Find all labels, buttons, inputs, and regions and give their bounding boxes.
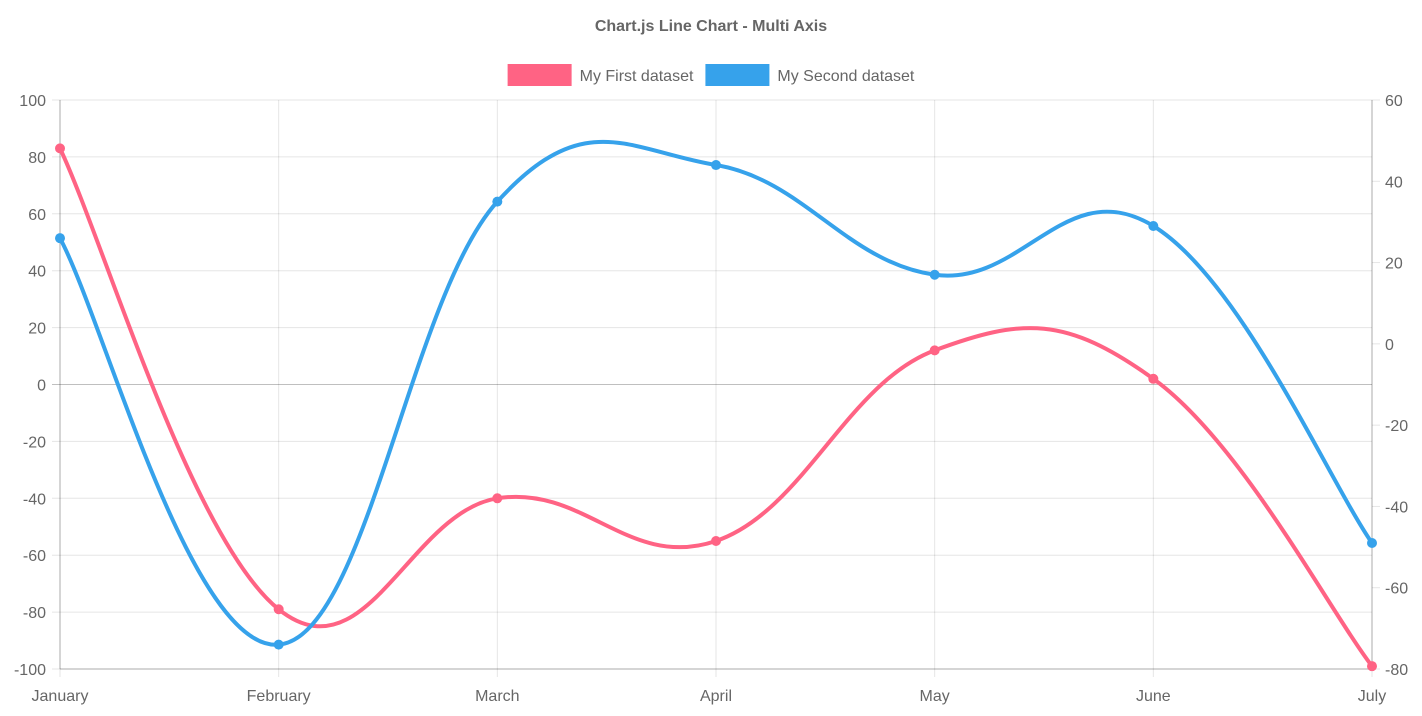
x-tick-label: February	[247, 688, 311, 705]
data-point[interactable]	[711, 535, 721, 546]
y-right-tick-label: 20	[1385, 256, 1403, 273]
y-left-tick-label: 80	[28, 150, 46, 167]
grid	[52, 99, 1373, 677]
data-point[interactable]	[929, 345, 940, 356]
y-right-tick-label: 60	[1385, 93, 1403, 110]
x-tick-label: March	[475, 688, 519, 705]
data-point[interactable]	[1367, 661, 1377, 672]
data-point[interactable]	[492, 493, 503, 504]
legend[interactable]: My First dataset My Second dataset	[507, 64, 915, 86]
data-point[interactable]	[1148, 373, 1159, 384]
y-right-tick-label: -20	[1385, 418, 1408, 435]
data-point[interactable]	[273, 604, 284, 615]
y-left-tick-label: -20	[23, 434, 46, 451]
data-point[interactable]	[55, 143, 65, 154]
chart-title: Chart.js Line Chart - Multi Axis	[595, 18, 827, 35]
legend-swatch	[507, 64, 572, 86]
x-tick-label: July	[1358, 688, 1386, 705]
data-point[interactable]	[492, 196, 503, 207]
x-tick-label: May	[920, 688, 950, 705]
axes: 100 80 60 40 20 0 -20 -40 -60 -80 -100 60 40 20 0 -20 -4…	[14, 93, 1408, 705]
y-left-tick-label: 60	[28, 207, 46, 224]
x-tick-label: April	[700, 688, 732, 705]
x-tick-label: January	[32, 688, 89, 705]
y-right-tick-label: -80	[1385, 662, 1408, 679]
y-right-tick-label: -60	[1385, 581, 1408, 598]
data-point[interactable]	[1367, 538, 1377, 549]
data-point[interactable]	[711, 160, 721, 171]
y-left-tick-label: -80	[23, 605, 46, 622]
y-left-tick-label: 100	[19, 93, 46, 110]
legend-swatch	[705, 64, 770, 86]
legend-label: My First dataset	[580, 68, 694, 85]
y-left-tick-label: 40	[28, 264, 46, 281]
data-point[interactable]	[55, 233, 65, 244]
legend-item-1[interactable]: My First dataset	[507, 64, 694, 86]
y-left-tick-label: -100	[14, 662, 46, 679]
y-right-tick-label: 40	[1385, 174, 1403, 191]
y-right-tick-label: 0	[1385, 337, 1394, 354]
data-point[interactable]	[273, 639, 284, 650]
legend-label: My Second dataset	[777, 68, 915, 85]
y-left-tick-label: 20	[28, 321, 46, 338]
y-left-tick-label: -40	[23, 491, 46, 508]
data-point[interactable]	[1148, 220, 1159, 231]
data-point[interactable]	[929, 269, 940, 280]
y-left-tick-label: -60	[23, 548, 46, 565]
legend-item-2[interactable]: My Second dataset	[705, 64, 915, 86]
series	[55, 139, 1377, 672]
y-right-tick-label: -40	[1385, 499, 1408, 516]
y-left-tick-label: 0	[37, 378, 46, 395]
x-tick-label: June	[1136, 688, 1171, 705]
